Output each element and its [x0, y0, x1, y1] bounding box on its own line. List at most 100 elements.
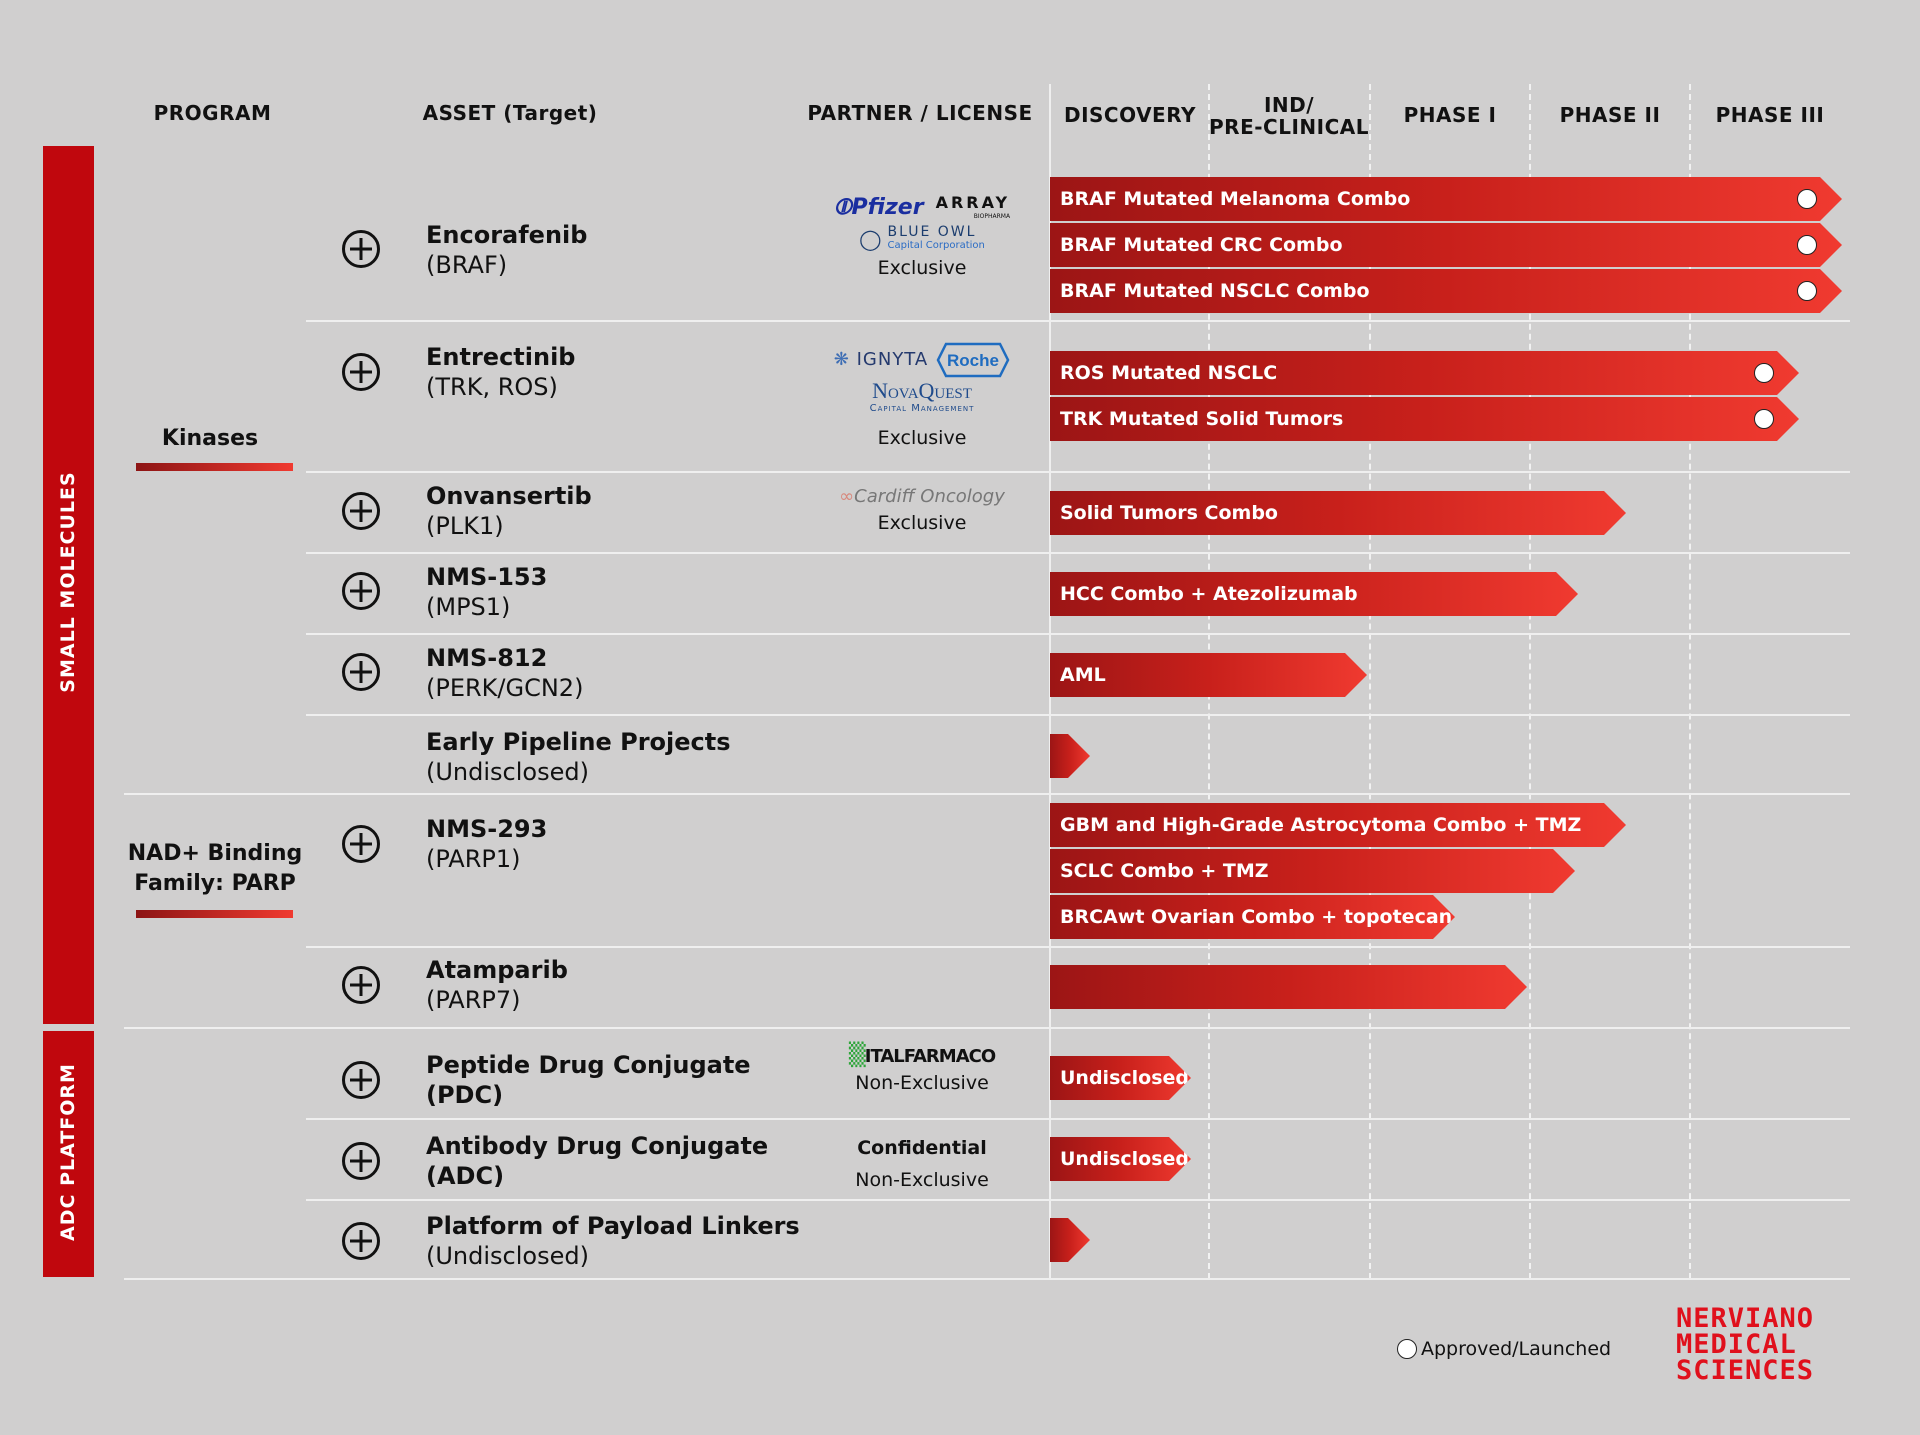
license-terms: Exclusive [877, 257, 967, 279]
asset-name: Platform of Payload Linkers [426, 1212, 800, 1240]
bar-label: Solid Tumors Combo [1060, 502, 1278, 524]
pipeline-bar: BRCAwt Ovarian Combo + topotecan [1050, 895, 1455, 939]
bar-label: BRAF Mutated Melanoma Combo [1060, 188, 1411, 210]
asset-name: Antibody Drug Conjugate [426, 1132, 769, 1160]
expand-plus-icon[interactable] [341, 824, 381, 864]
pipeline-bar: BRAF Mutated NSCLC Combo [1050, 269, 1842, 313]
approved-legend-marker [1397, 1339, 1417, 1359]
row-divider [306, 1118, 1850, 1120]
nerviano-logo: NERVIANO MEDICAL SCIENCES [1676, 1303, 1815, 1386]
row-divider [306, 1199, 1850, 1201]
expand-plus-icon[interactable] [341, 229, 381, 269]
bar-label: GBM and High-Grade Astrocytoma Combo + T… [1060, 814, 1582, 836]
asset-pdc: Peptide Drug Conjugate (PDC) [426, 1050, 751, 1110]
asset-target: (MPS1) [426, 593, 511, 621]
asset-atamparib: Atamparib (PARP7) [426, 955, 568, 1015]
header-stage: PHASE III [1715, 103, 1825, 127]
row-divider [306, 320, 1850, 322]
asset-target: (Undisclosed) [426, 1242, 589, 1270]
expand-plus-icon[interactable] [341, 1060, 381, 1100]
novaquest-logo: NovaQuest Capital Management [869, 378, 975, 415]
license-terms: Exclusive [877, 512, 967, 534]
asset-name: NMS-293 [426, 815, 548, 843]
row-divider [306, 552, 1850, 554]
row-divider [306, 714, 1850, 716]
asset-adc: Antibody Drug Conjugate (ADC) [426, 1131, 768, 1191]
legend-label: Approved/Launched [1421, 1338, 1612, 1360]
row-divider [306, 471, 1850, 473]
license-terms: Non-Exclusive [855, 1072, 989, 1094]
asset-onvansertib: Onvansertib (PLK1) [426, 481, 592, 541]
bar-label: BRAF Mutated CRC Combo [1060, 234, 1343, 256]
row-divider [306, 633, 1850, 635]
approved-marker [1797, 235, 1817, 255]
partner-entrectinib: ❋ IGNYTA Roche NovaQuest Capital Managem… [810, 342, 1034, 450]
header-stage: DISCOVERY [1063, 103, 1197, 127]
bar-label: TRK Mutated Solid Tumors [1060, 408, 1344, 430]
license-terms: Non-Exclusive [855, 1169, 989, 1191]
pipeline-bar [1050, 734, 1090, 778]
expand-plus-icon[interactable] [341, 491, 381, 531]
pipeline-bar: ROS Mutated NSCLC [1050, 351, 1799, 395]
pipeline-bar: Undisclosed [1050, 1137, 1191, 1181]
header-stage: PHASE I [1403, 103, 1497, 127]
asset-entrectinib: Entrectinib (TRK, ROS) [426, 342, 575, 402]
row-divider [124, 793, 1850, 795]
expand-plus-icon[interactable] [341, 1141, 381, 1181]
asset-nms-153: NMS-153 (MPS1) [426, 562, 547, 622]
asset-target: (PARP1) [426, 845, 521, 873]
group-label-parp: NAD+ Binding Family: PARP [127, 841, 303, 896]
header-partner: PARTNER / LICENSE [807, 101, 1033, 125]
header-stage: PHASE II [1559, 103, 1661, 127]
category-band-small-molecules: SMALL MOLECULES [43, 146, 94, 1024]
asset-target: (ADC) [426, 1162, 505, 1190]
partner-adc: Confidential Non-Exclusive [810, 1136, 1034, 1192]
category-band-adc-platform: ADC PLATFORM [43, 1031, 94, 1277]
header-program: PROGRAM [153, 101, 272, 125]
category-label: SMALL MOLECULES [57, 471, 79, 693]
pfizer-logo: ⦷Pfizer [833, 195, 924, 220]
bar-label: AML [1060, 664, 1106, 686]
pipeline-bar: GBM and High-Grade Astrocytoma Combo + T… [1050, 803, 1626, 847]
pipeline-bar [1050, 965, 1527, 1009]
approved-marker [1754, 409, 1774, 429]
row-divider [306, 946, 1850, 948]
asset-name: Early Pipeline Projects [426, 728, 731, 756]
approved-marker [1797, 281, 1817, 301]
asset-target: (Undisclosed) [426, 758, 589, 786]
approved-marker [1754, 363, 1774, 383]
row-divider [124, 1027, 1850, 1029]
pipeline-bar: TRK Mutated Solid Tumors [1050, 397, 1799, 441]
asset-name: Atamparib [426, 956, 568, 984]
category-label: ADC PLATFORM [57, 1063, 79, 1241]
asset-nms-812: NMS-812 (PERK/GCN2) [426, 643, 583, 703]
asset-target: (PERK/GCN2) [426, 674, 584, 702]
asset-target: (PLK1) [426, 512, 504, 540]
asset-target: (PDC) [426, 1081, 504, 1109]
bar-label: SCLC Combo + TMZ [1060, 860, 1269, 882]
pipeline-bar: AML [1050, 653, 1367, 697]
group-label-kinases: Kinases [161, 426, 259, 451]
ignyta-logo: ❋ IGNYTA [833, 349, 929, 370]
pipeline-bar: Undisclosed [1050, 1056, 1191, 1100]
partner-confidential: Confidential [857, 1137, 987, 1159]
asset-name: NMS-153 [426, 563, 548, 591]
expand-plus-icon[interactable] [341, 571, 381, 611]
expand-plus-icon[interactable] [341, 352, 381, 392]
grid-line [1369, 84, 1371, 1279]
roche-logo: Roche [936, 342, 1010, 378]
pipeline-bar [1050, 1218, 1090, 1262]
blue-owl-logo: ◯ BLUE OWL Capital Corporation [859, 224, 985, 251]
partner-onvansertib: ∞Cardiff Oncology Exclusive [810, 484, 1034, 535]
pipeline-bar: HCC Combo + Atezolizumab [1050, 572, 1578, 616]
grid-line [1689, 84, 1691, 1279]
asset-target: (TRK, ROS) [426, 373, 558, 401]
asset-name: NMS-812 [426, 644, 548, 672]
expand-plus-icon[interactable] [341, 965, 381, 1005]
expand-plus-icon[interactable] [341, 652, 381, 692]
pipeline-bar: Solid Tumors Combo [1050, 491, 1626, 535]
bar-label: Undisclosed [1060, 1067, 1190, 1089]
cardiff-oncology-logo: ∞Cardiff Oncology [839, 486, 1005, 507]
expand-plus-icon[interactable] [341, 1221, 381, 1261]
pipeline-bar: BRAF Mutated Melanoma Combo [1050, 177, 1842, 221]
